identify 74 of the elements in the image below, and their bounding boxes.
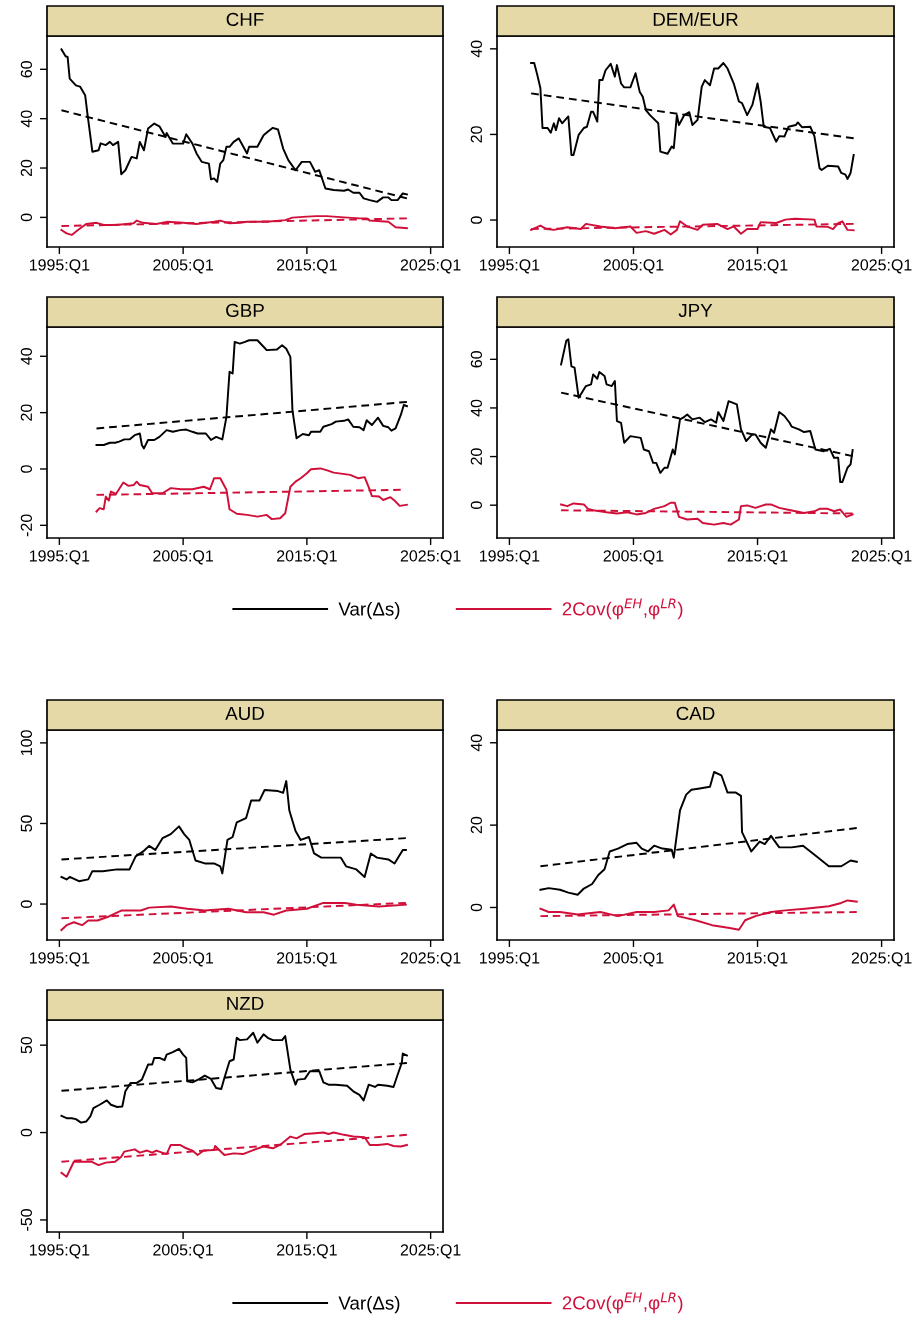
x-tick-label: 2015:Q1 <box>727 952 788 967</box>
y-tick-label: 50 <box>20 815 33 832</box>
line-series <box>60 48 408 203</box>
y-tick-label: 100 <box>20 730 33 755</box>
x-tick-label: 2025:Q1 <box>851 550 912 565</box>
chart-title: DEM/EUR <box>653 12 738 27</box>
x-tick-label: 2005:Q1 <box>603 952 664 967</box>
line-series <box>60 215 408 236</box>
x-tick-label: 2025:Q1 <box>851 259 912 274</box>
text: Var(Δs) <box>338 601 400 620</box>
legend-label: 2Cov(φ$^{EH}$,φ$^{LR}$) <box>562 598 683 620</box>
x-tick-label: 1995:Q1 <box>29 550 90 565</box>
chart-title: JPY <box>678 303 713 318</box>
chart-title: GBP <box>226 303 264 318</box>
x-tick-label: 2015:Q1 <box>277 952 337 967</box>
line-series <box>95 339 408 450</box>
y-tick-label: 0 <box>470 501 483 509</box>
x-tick-label: 2005:Q1 <box>603 259 664 274</box>
chart-title: CAD <box>676 706 715 721</box>
y-tick-label: 20 <box>20 159 33 177</box>
y-tick-label: 40 <box>470 734 483 752</box>
x-tick-label: 2015:Q1 <box>277 259 337 274</box>
y-tick-label: 20 <box>470 126 483 143</box>
y-tick-label: 60 <box>470 351 483 368</box>
y-tick-label: 0 <box>470 903 483 912</box>
y-tick-label: 20 <box>470 448 483 465</box>
y-tick-label: 0 <box>20 1128 33 1137</box>
line-series <box>539 899 858 931</box>
x-tick-label: 2025:Q1 <box>400 952 461 967</box>
y-tick-label: 60 <box>20 61 33 78</box>
legend-label: 2Cov(φ$^{EH}$,φ$^{LR}$) <box>562 1292 683 1314</box>
x-tick-label: 1995:Q1 <box>479 952 540 967</box>
x-tick-label: 1995:Q1 <box>29 1244 90 1259</box>
line-series <box>539 771 858 896</box>
y-tick-label: 20 <box>20 404 33 421</box>
x-tick-label: 2025:Q1 <box>851 952 912 967</box>
x-tick-label: 1995:Q1 <box>29 952 90 967</box>
line-series <box>60 1031 408 1124</box>
x-tick-label: 2025:Q1 <box>400 550 461 565</box>
x-tick-label: 2015:Q1 <box>277 1244 337 1259</box>
x-tick-label: 2025:Q1 <box>400 1244 461 1259</box>
chart-title: AUD <box>225 706 264 721</box>
x-tick-label: 1995:Q1 <box>29 259 90 274</box>
x-tick-label: 1995:Q1 <box>479 259 540 274</box>
y-tick-label: 0 <box>20 465 33 473</box>
y-tick-label: 40 <box>470 40 483 58</box>
y-tick-label: 0 <box>20 213 33 222</box>
line-series <box>60 780 407 883</box>
chart-title: NZD <box>227 996 264 1010</box>
line-series <box>60 1131 408 1178</box>
x-tick-label: 2005:Q1 <box>153 952 213 967</box>
y-tick-label: 0 <box>470 216 483 224</box>
chart-title: CHF <box>226 12 264 27</box>
x-tick-label: 2005:Q1 <box>603 550 664 565</box>
x-tick-label: 2015:Q1 <box>727 259 788 274</box>
x-tick-label: 2005:Q1 <box>153 1244 213 1259</box>
x-tick-label: 2005:Q1 <box>153 550 213 565</box>
y-tick-label: 50 <box>20 1036 33 1054</box>
x-tick-label: 2015:Q1 <box>727 550 788 565</box>
line-series <box>530 61 855 180</box>
y-tick-label: 40 <box>20 348 33 365</box>
line-series <box>95 467 408 521</box>
x-tick-label: 2025:Q1 <box>400 259 461 274</box>
line-series <box>560 338 854 484</box>
x-tick-label: 1995:Q1 <box>479 550 540 565</box>
y-tick-label: 20 <box>470 816 483 834</box>
x-tick-label: 2005:Q1 <box>153 259 213 274</box>
y-tick-label: -20 <box>20 514 33 537</box>
y-tick-label: 40 <box>20 110 33 128</box>
text: Var(Δs) <box>338 1295 400 1314</box>
y-tick-label: 0 <box>20 900 33 908</box>
x-tick-label: 2015:Q1 <box>277 550 337 565</box>
y-tick-label: 40 <box>470 399 483 417</box>
y-tick-label: -50 <box>20 1209 33 1231</box>
